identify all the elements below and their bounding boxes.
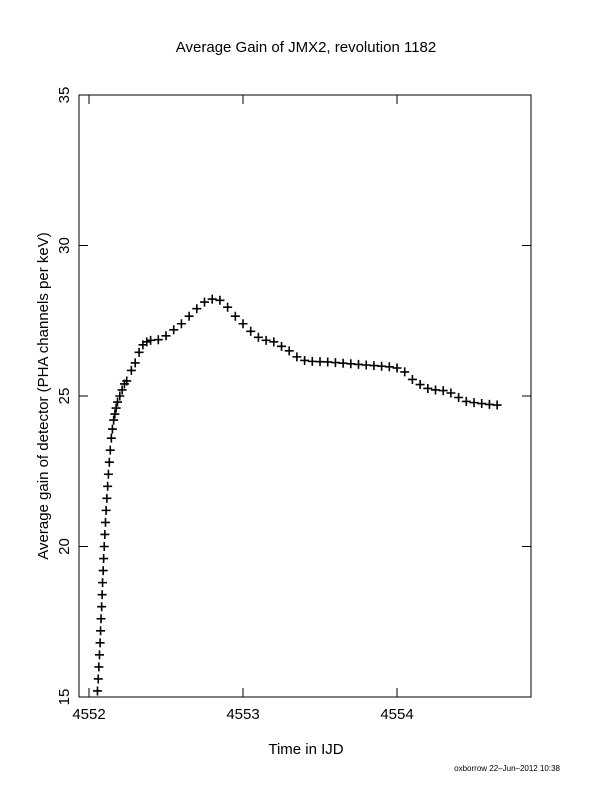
point bbox=[111, 403, 121, 413]
point bbox=[97, 602, 107, 612]
point bbox=[407, 374, 417, 384]
point bbox=[423, 383, 433, 393]
point bbox=[438, 386, 448, 396]
point bbox=[93, 674, 103, 684]
point bbox=[338, 358, 348, 368]
point bbox=[253, 332, 263, 342]
y-tick-label: 25 bbox=[56, 388, 73, 405]
point bbox=[146, 335, 156, 345]
point bbox=[100, 529, 110, 539]
x-tick-label: 4553 bbox=[226, 706, 259, 723]
point bbox=[223, 302, 233, 312]
point bbox=[207, 294, 217, 304]
point bbox=[100, 517, 110, 527]
point bbox=[200, 297, 210, 307]
point bbox=[104, 457, 114, 467]
point bbox=[300, 355, 310, 365]
point bbox=[99, 542, 109, 551]
x-tick-label: 4554 bbox=[380, 706, 413, 723]
point bbox=[477, 399, 487, 409]
point bbox=[110, 409, 120, 419]
point bbox=[277, 341, 287, 351]
point bbox=[292, 352, 302, 362]
point bbox=[492, 400, 502, 410]
point bbox=[446, 388, 456, 398]
point bbox=[98, 566, 108, 576]
point bbox=[400, 367, 410, 377]
point bbox=[97, 590, 107, 600]
point bbox=[354, 359, 364, 369]
y-tick-label: 20 bbox=[56, 538, 73, 555]
point bbox=[192, 304, 202, 314]
point bbox=[96, 626, 106, 636]
point bbox=[461, 396, 471, 406]
point bbox=[142, 337, 152, 347]
point bbox=[431, 385, 441, 395]
point bbox=[113, 397, 123, 407]
point bbox=[117, 385, 127, 395]
point bbox=[169, 325, 179, 335]
point bbox=[92, 686, 102, 696]
point bbox=[469, 398, 479, 408]
point bbox=[99, 554, 109, 564]
point bbox=[103, 469, 113, 479]
point bbox=[115, 391, 125, 401]
x-axis-label: Time in IJD bbox=[268, 741, 343, 758]
point bbox=[246, 326, 256, 336]
point bbox=[307, 356, 317, 366]
point bbox=[126, 365, 136, 375]
point bbox=[369, 361, 379, 371]
point bbox=[330, 358, 340, 368]
point bbox=[315, 357, 325, 367]
point bbox=[454, 393, 464, 403]
point bbox=[94, 650, 104, 660]
point bbox=[161, 331, 171, 341]
point bbox=[230, 311, 240, 321]
y-tick-label: 15 bbox=[56, 689, 73, 706]
point bbox=[238, 319, 248, 329]
point bbox=[94, 662, 104, 672]
point bbox=[98, 578, 108, 588]
point bbox=[323, 357, 333, 367]
point bbox=[109, 415, 119, 425]
point bbox=[106, 433, 116, 443]
point bbox=[134, 347, 144, 357]
point bbox=[95, 638, 105, 648]
point bbox=[215, 295, 225, 305]
x-tick-label: 4552 bbox=[72, 706, 105, 723]
point bbox=[101, 505, 111, 515]
plot-frame bbox=[78, 94, 532, 698]
point bbox=[284, 346, 294, 356]
footnote: oxborrow 22–Jun–2012 10:38 bbox=[454, 764, 560, 773]
point bbox=[269, 337, 279, 347]
point bbox=[184, 311, 194, 321]
point bbox=[361, 360, 371, 370]
point bbox=[377, 361, 387, 371]
point bbox=[122, 376, 132, 386]
y-tick-label: 35 bbox=[56, 87, 73, 104]
point bbox=[96, 614, 106, 624]
chart-title: Average Gain of JMX2, revolution 1182 bbox=[176, 39, 436, 56]
point bbox=[484, 399, 494, 409]
point bbox=[176, 319, 186, 329]
point bbox=[346, 359, 356, 369]
point bbox=[384, 362, 394, 372]
point bbox=[392, 363, 402, 373]
point bbox=[153, 335, 163, 345]
point bbox=[261, 335, 271, 345]
y-axis-label: Average gain of detector (PHA channels p… bbox=[35, 232, 52, 559]
y-tick-label: 30 bbox=[56, 237, 73, 254]
point bbox=[103, 481, 113, 491]
point bbox=[130, 358, 140, 368]
point bbox=[102, 493, 112, 503]
point bbox=[107, 424, 117, 434]
point bbox=[415, 380, 425, 390]
point bbox=[105, 445, 115, 455]
